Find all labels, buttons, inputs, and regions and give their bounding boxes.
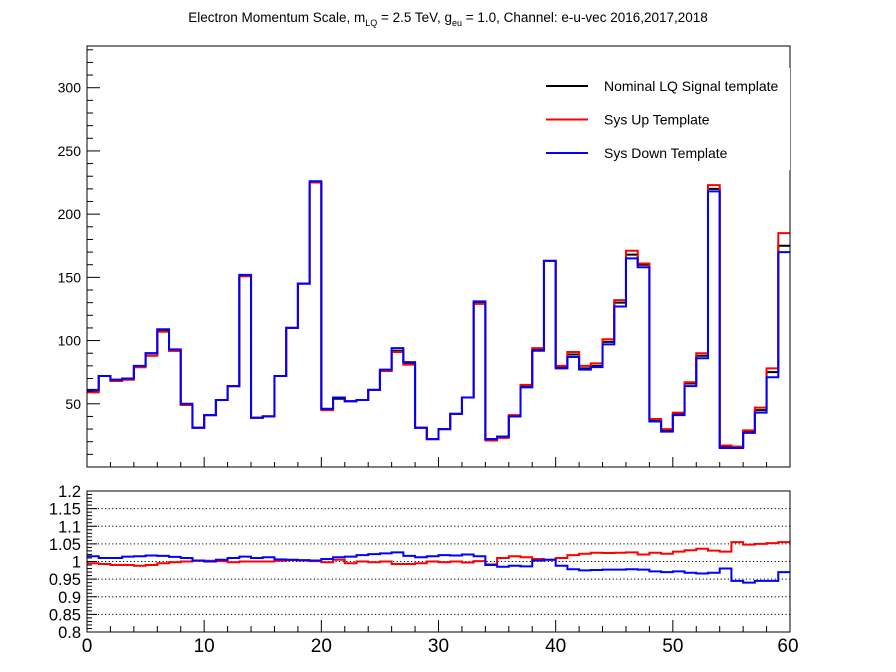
- y-tick-label: 200: [58, 206, 82, 222]
- title-sub-eu: eu: [452, 18, 462, 28]
- ratio-y-tick-label: 0.95: [49, 571, 81, 589]
- title-prefix: Electron Momentum Scale, m: [188, 10, 365, 25]
- y-tick-label: 50: [65, 396, 81, 412]
- ratio-y-tick-label: 1: [72, 554, 81, 572]
- series-line-sys-down-template: [87, 180, 790, 450]
- legend: Nominal LQ Signal template Sys Up Templat…: [535, 68, 790, 170]
- x-tick-label: 10: [194, 636, 215, 657]
- legend-label-nominal-lq-signal-template: Nominal LQ Signal template: [604, 78, 779, 94]
- ratio-y-tick-label: 1.15: [49, 501, 81, 519]
- title-mid: = 2.5 TeV, g: [377, 10, 452, 25]
- ratio-line-sys-down-template: [87, 551, 790, 584]
- ratio-series-group: [87, 541, 790, 584]
- chart-title: Electron Momentum Scale, mLQ = 2.5 TeV, …: [188, 10, 708, 28]
- title-suffix: = 1.0, Channel: e-u-vec 2016,2017,2018: [462, 10, 708, 25]
- x-tick-label: 40: [545, 636, 566, 657]
- y-tick-label: 250: [58, 143, 82, 159]
- x-tick-label: 60: [777, 636, 798, 657]
- ratio-y-tick-label: 1.05: [49, 536, 81, 554]
- y-tick-label: 100: [58, 333, 82, 349]
- main-histogram-axes: 50 100 150 200 250 300: [58, 45, 791, 468]
- y-tick-label: 300: [58, 80, 82, 96]
- y-tick-label: 150: [58, 269, 82, 285]
- x-tick-label: 30: [428, 636, 449, 657]
- ratio-y-tick-label: 0.85: [49, 606, 81, 624]
- x-tick-label: 0: [82, 636, 93, 657]
- x-tick-label: 20: [311, 636, 332, 657]
- main-histogram-panel: 50 100 150 200 250 300 Nominal LQ Signal temp…: [58, 45, 791, 468]
- ratio-y-tick-label: 0.8: [58, 624, 81, 642]
- x-tick-label: 50: [662, 636, 683, 657]
- ratio-y-tick-label: 0.9: [58, 589, 81, 607]
- legend-label-sys-up-template: Sys Up Template: [604, 112, 710, 128]
- ratio-y-tick-label: 1.1: [58, 518, 81, 536]
- legend-label-sys-down-template: Sys Down Template: [604, 145, 728, 161]
- title-sub-lq: LQ: [365, 18, 377, 28]
- ratio-y-tick-label: 1.2: [58, 483, 81, 501]
